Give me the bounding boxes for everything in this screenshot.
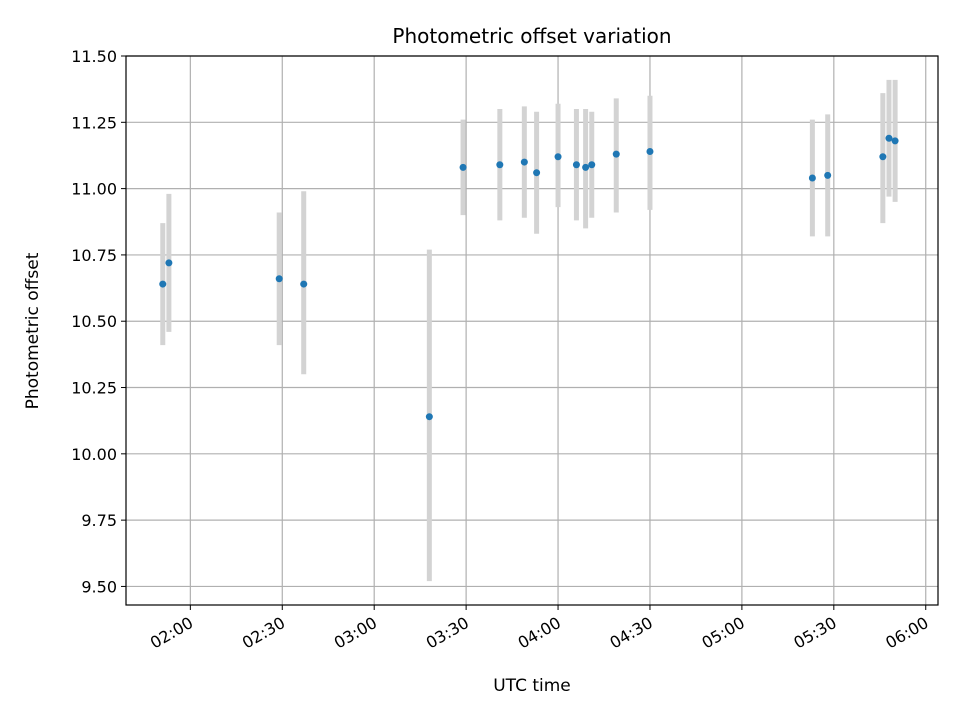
y-tick-label: 10.50 (71, 312, 117, 331)
plot-frame (125, 55, 939, 606)
data-point (520, 158, 528, 166)
data-point (582, 163, 590, 171)
data-point (554, 153, 562, 161)
y-tick-label: 10.00 (71, 445, 117, 464)
data-point (165, 259, 173, 267)
data-points (159, 134, 899, 421)
data-point (588, 161, 596, 169)
data-point (891, 137, 899, 145)
data-point (159, 280, 167, 288)
data-point (300, 280, 308, 288)
data-point (275, 275, 283, 283)
data-point (533, 169, 541, 177)
y-tick-label: 10.75 (71, 246, 117, 265)
data-point (646, 147, 654, 155)
data-point (459, 163, 467, 171)
y-axis-label: Photometric offset (23, 252, 43, 409)
data-point (879, 153, 887, 161)
y-tick-label: 11.50 (71, 47, 117, 66)
data-point (885, 134, 893, 142)
data-point (612, 150, 620, 158)
y-tick-label: 11.00 (71, 180, 117, 199)
y-tick-label: 11.25 (71, 113, 117, 132)
y-axis-ticks: 9.50 9.75 10.00 10.25 10.50 10.75 11.00 11.25 11… (71, 47, 126, 596)
data-point (496, 161, 504, 169)
y-tick-label: 10.25 (71, 379, 117, 398)
y-tick-label: 9.50 (81, 577, 117, 596)
data-point (808, 174, 816, 182)
data-point (824, 171, 832, 179)
y-tick-label: 9.75 (81, 511, 117, 530)
data-point (572, 161, 580, 169)
chart-title: Photometric offset variation (392, 24, 671, 48)
data-point (425, 413, 433, 421)
x-axis-label: UTC time (493, 676, 571, 696)
